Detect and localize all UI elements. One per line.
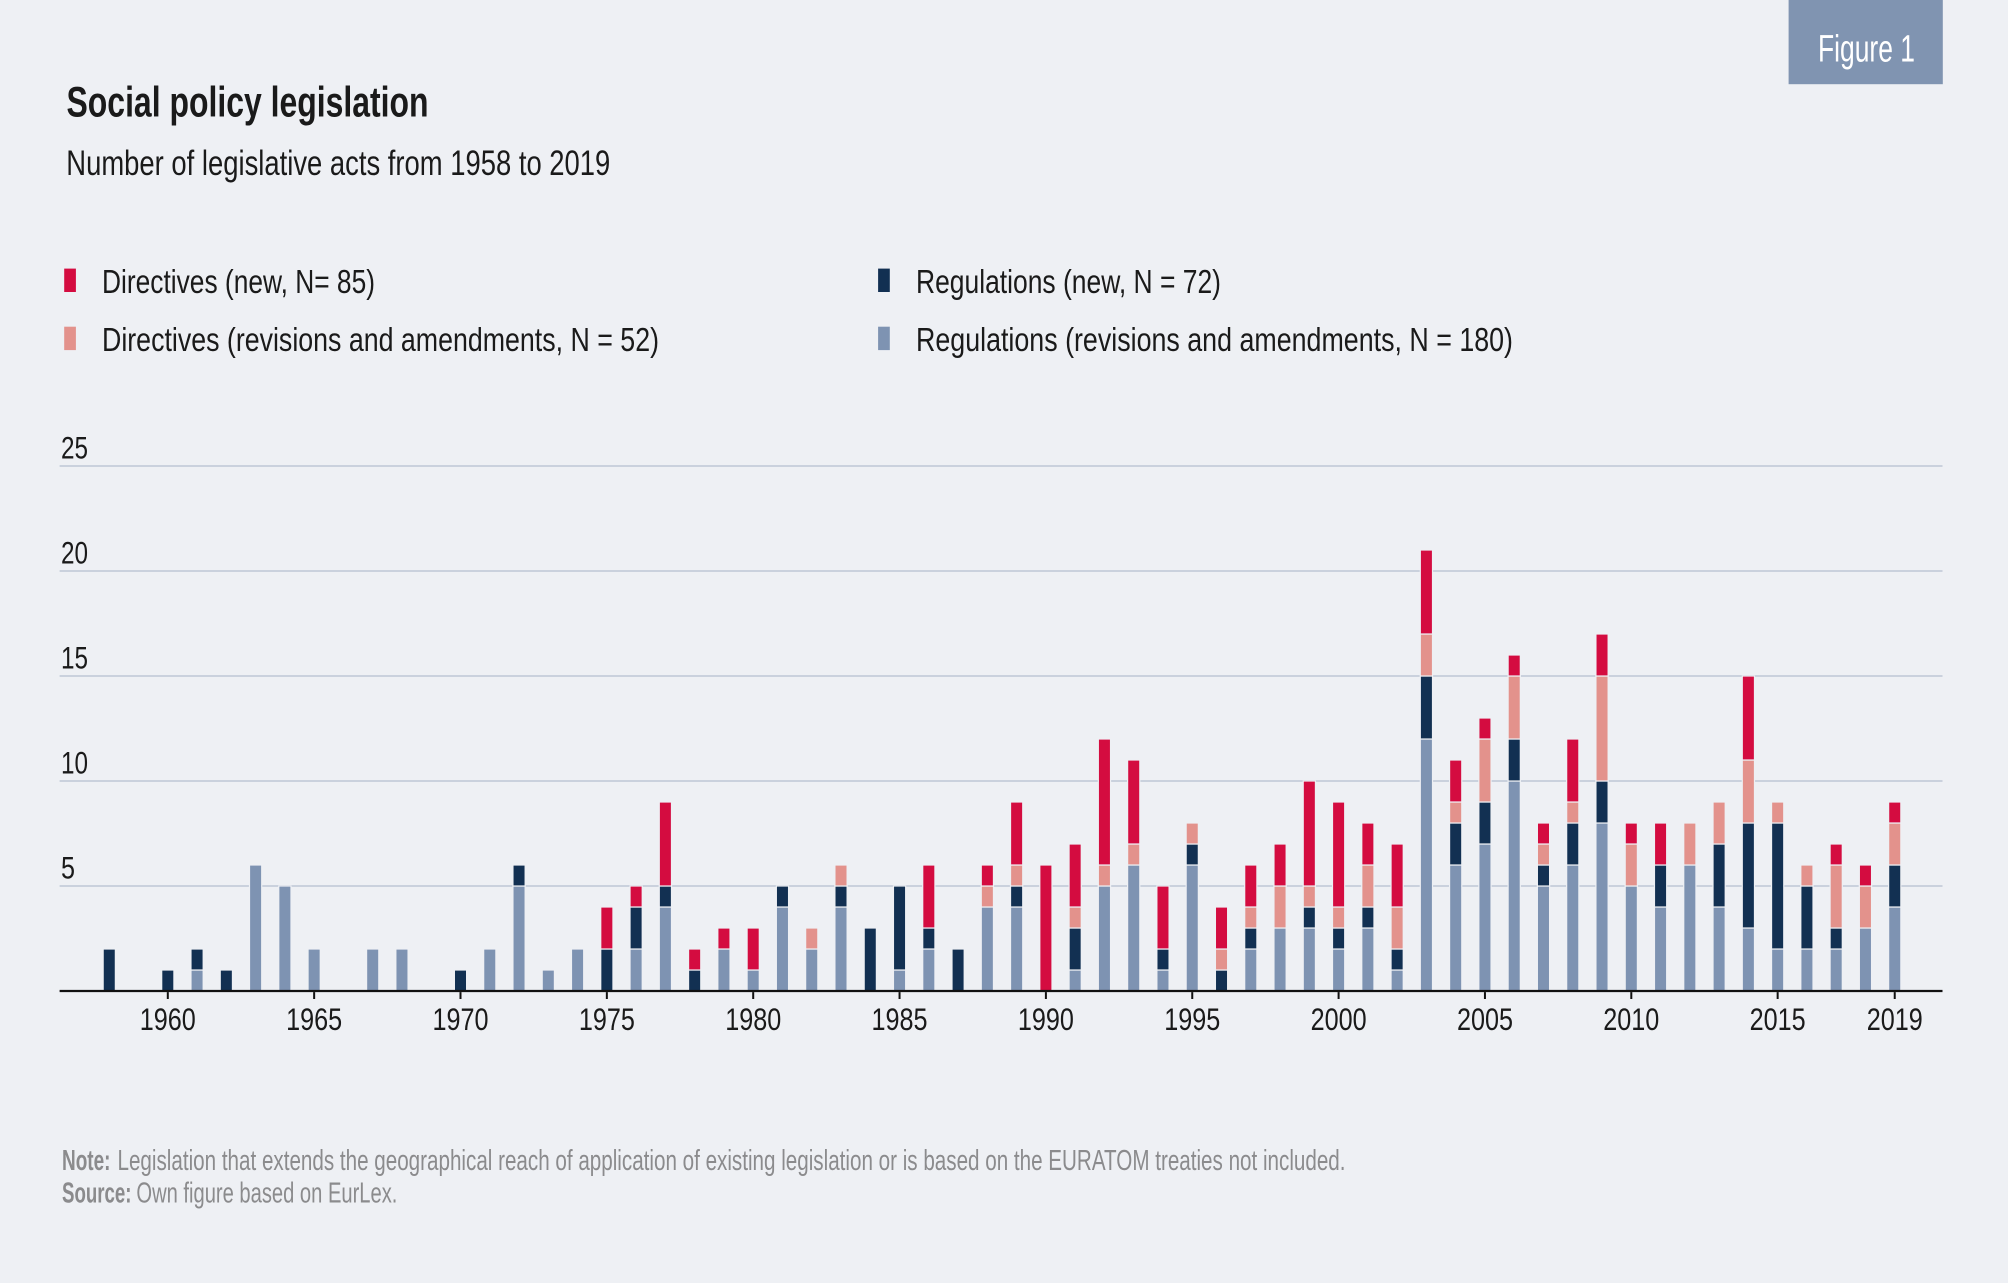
svg-text:1990: 1990 [1018,1001,1074,1037]
svg-text:Regulations (revisions and ame: Regulations (revisions and amendments, N… [916,322,1513,359]
svg-text:1960: 1960 [140,1001,196,1037]
svg-text:Figure 1: Figure 1 [1818,29,1915,71]
svg-text:2019: 2019 [1867,1001,1923,1037]
svg-text:1965: 1965 [286,1001,342,1037]
svg-text:2000: 2000 [1311,1001,1367,1037]
svg-text:Own figure based on EurLex.: Own figure based on EurLex. [136,1178,397,1210]
svg-text:5: 5 [61,850,75,886]
svg-text:1995: 1995 [1164,1001,1220,1037]
svg-text:Number of legislative acts fro: Number of legislative acts from 1958 to … [66,144,610,183]
svg-text:1970: 1970 [433,1001,489,1037]
svg-text:2015: 2015 [1750,1001,1806,1037]
svg-text:1980: 1980 [725,1001,781,1037]
svg-text:2010: 2010 [1603,1001,1659,1037]
svg-text:2005: 2005 [1457,1001,1513,1037]
svg-text:15: 15 [61,640,88,676]
svg-text:Directives (revisions and amen: Directives (revisions and amendments, N … [102,322,659,359]
svg-text:Social policy legislation: Social policy legislation [67,79,429,127]
svg-text:Note:: Note: [62,1145,111,1177]
svg-text:Directives (new, N= 85): Directives (new, N= 85) [102,264,375,301]
svg-text:20: 20 [61,535,88,571]
svg-text:Regulations (new, N = 72): Regulations (new, N = 72) [916,264,1221,301]
svg-text:10: 10 [61,745,88,781]
svg-text:25: 25 [61,430,88,466]
svg-text:1985: 1985 [872,1001,928,1037]
svg-text:Source:: Source: [62,1178,132,1210]
svg-text:Legislation that extends the g: Legislation that extends the geographica… [118,1145,1346,1177]
svg-text:1975: 1975 [579,1001,635,1037]
